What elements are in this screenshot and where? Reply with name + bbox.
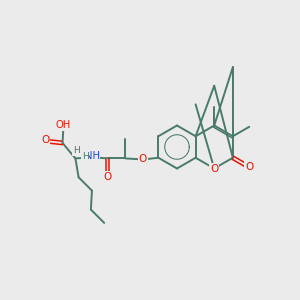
Text: O: O <box>210 164 218 173</box>
Text: NH: NH <box>85 151 100 161</box>
Text: O: O <box>103 172 112 182</box>
Text: H: H <box>82 152 88 161</box>
Text: H: H <box>73 146 80 155</box>
Text: O: O <box>245 162 254 172</box>
Text: O: O <box>139 154 147 164</box>
Text: O: O <box>41 135 50 145</box>
Text: OH: OH <box>56 120 71 130</box>
